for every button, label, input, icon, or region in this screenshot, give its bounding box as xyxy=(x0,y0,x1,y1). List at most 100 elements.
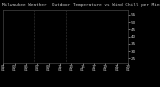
Point xyxy=(90,53,92,54)
Point xyxy=(81,44,84,46)
Point xyxy=(23,49,26,51)
Point xyxy=(127,59,129,60)
Point xyxy=(117,64,119,66)
Point xyxy=(102,75,105,77)
Point xyxy=(118,60,120,62)
Point xyxy=(69,33,72,34)
Point xyxy=(120,59,123,60)
Point xyxy=(48,30,50,31)
Point xyxy=(77,40,79,41)
Point xyxy=(99,69,101,70)
Point xyxy=(51,31,54,32)
Point xyxy=(115,65,118,66)
Point xyxy=(14,53,17,54)
Point xyxy=(77,41,79,42)
Point xyxy=(68,29,70,31)
Point xyxy=(14,59,16,60)
Point xyxy=(28,48,31,50)
Point xyxy=(15,56,17,58)
Point xyxy=(70,30,72,31)
Point xyxy=(78,40,80,41)
Point xyxy=(120,63,123,64)
Point xyxy=(5,56,8,57)
Point xyxy=(117,67,120,69)
Point xyxy=(106,68,109,70)
Point xyxy=(28,47,31,49)
Point xyxy=(52,31,55,33)
Point xyxy=(79,42,81,43)
Point xyxy=(96,62,99,63)
Point xyxy=(55,26,57,28)
Point xyxy=(68,28,71,29)
Point xyxy=(81,44,83,45)
Point xyxy=(17,53,20,55)
Point xyxy=(116,66,118,68)
Point xyxy=(21,49,24,50)
Point xyxy=(30,44,33,46)
Point xyxy=(26,50,29,51)
Point xyxy=(24,52,26,54)
Point xyxy=(96,62,98,64)
Point xyxy=(126,60,129,61)
Point xyxy=(32,40,35,41)
Point xyxy=(36,43,39,45)
Point xyxy=(115,67,118,68)
Point xyxy=(105,70,108,71)
Point xyxy=(78,38,80,40)
Point xyxy=(29,44,32,46)
Point xyxy=(3,55,5,56)
Point xyxy=(92,58,95,59)
Point xyxy=(61,26,64,28)
Point xyxy=(16,57,19,59)
Point xyxy=(100,66,103,68)
Point xyxy=(37,40,40,41)
Point xyxy=(89,53,92,55)
Point xyxy=(48,36,51,37)
Point xyxy=(6,59,8,60)
Point xyxy=(74,36,76,37)
Point xyxy=(88,52,91,53)
Point xyxy=(96,62,99,63)
Point xyxy=(96,60,99,61)
Point xyxy=(60,29,62,30)
Point xyxy=(43,42,46,43)
Point xyxy=(102,67,104,68)
Point xyxy=(101,68,104,69)
Point xyxy=(28,44,30,45)
Point xyxy=(103,65,106,67)
Point xyxy=(60,26,62,28)
Point xyxy=(88,50,90,52)
Point xyxy=(117,65,120,67)
Point xyxy=(93,62,96,63)
Point xyxy=(8,53,11,54)
Point xyxy=(47,28,49,30)
Point xyxy=(104,67,107,68)
Point xyxy=(108,68,110,70)
Point xyxy=(126,63,128,64)
Point xyxy=(48,30,50,31)
Point xyxy=(123,60,125,61)
Point xyxy=(118,61,121,62)
Point xyxy=(109,74,112,75)
Point xyxy=(88,58,90,59)
Point xyxy=(38,44,40,45)
Point xyxy=(5,53,7,54)
Point xyxy=(64,24,66,25)
Point xyxy=(20,51,23,53)
Point xyxy=(125,61,127,62)
Point xyxy=(24,49,27,50)
Point xyxy=(48,32,51,34)
Point xyxy=(112,68,114,69)
Point xyxy=(38,43,41,44)
Point xyxy=(61,30,64,31)
Point xyxy=(113,69,115,70)
Point xyxy=(67,29,69,30)
Point xyxy=(104,69,106,70)
Point xyxy=(56,26,59,28)
Point xyxy=(51,27,53,28)
Point xyxy=(4,55,6,56)
Point xyxy=(120,60,123,62)
Point xyxy=(124,62,126,63)
Point xyxy=(99,66,101,67)
Point xyxy=(37,41,40,43)
